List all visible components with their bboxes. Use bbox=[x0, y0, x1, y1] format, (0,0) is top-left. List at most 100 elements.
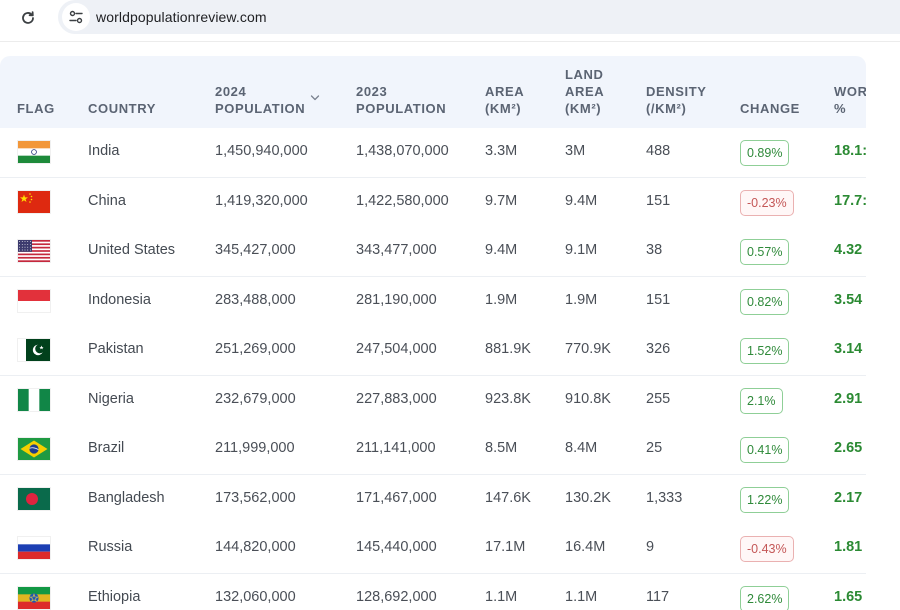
area-cell: 8.5M bbox=[485, 440, 518, 456]
country-cell[interactable]: Russia bbox=[88, 539, 133, 555]
table-header: FLAG COUNTRY 2024 POPULATION 2023 POPULATI… bbox=[0, 56, 866, 128]
population-2023-cell: 247,504,000 bbox=[356, 341, 437, 357]
country-cell[interactable]: Pakistan bbox=[88, 341, 144, 357]
area-cell: 1.9M bbox=[485, 291, 518, 308]
population-2023-cell: 227,883,000 bbox=[356, 390, 437, 407]
usa-flag-icon bbox=[18, 240, 50, 262]
change-badge: 0.82% bbox=[740, 288, 790, 315]
population-2023-cell: 128,692,000 bbox=[356, 588, 437, 605]
table-row[interactable]: China 1,419,320,000 1,422,580,000 9.7M 9.4M 1… bbox=[0, 177, 866, 228]
land-area-cell: 8.4M bbox=[565, 440, 598, 456]
change-badge: 0.41% bbox=[740, 437, 790, 463]
world-percent-cell: 3.14 bbox=[834, 341, 863, 357]
population-2023-cell: 145,440,000 bbox=[356, 539, 437, 555]
population-2024-cell: 1,450,940,000 bbox=[215, 143, 308, 159]
world-percent-cell: 18.1: bbox=[834, 143, 866, 159]
land-area-cell: 910.8K bbox=[565, 390, 611, 407]
table-row[interactable]: Brazil 211,999,000 211,141,000 8.5M 8.4M 25 0.… bbox=[0, 425, 866, 475]
table-row[interactable]: Ethiopia 132,060,000 128,692,000 1.1M 1.1M 11… bbox=[0, 573, 866, 610]
sort-descending-icon[interactable] bbox=[310, 94, 320, 102]
address-bar[interactable]: worldpopulationreview.com bbox=[58, 0, 900, 34]
header-flag[interactable]: FLAG bbox=[17, 101, 55, 116]
density-cell: 151 bbox=[646, 192, 671, 209]
tune-icon bbox=[69, 10, 83, 24]
area-cell: 147.6K bbox=[485, 489, 531, 506]
header-world-percent[interactable]: WOR% bbox=[834, 84, 866, 116]
header-country[interactable]: COUNTRY bbox=[88, 101, 156, 116]
country-cell[interactable]: Brazil bbox=[88, 440, 125, 456]
population-2024-cell: 232,679,000 bbox=[215, 390, 296, 407]
density-cell: 117 bbox=[646, 588, 670, 605]
header-2023-population[interactable]: 2023 POPULATION bbox=[356, 84, 447, 116]
land-area-cell: 1.1M bbox=[565, 588, 598, 605]
population-table: FLAG COUNTRY 2024 POPULATION 2023 POPULATI… bbox=[0, 56, 866, 610]
world-percent-cell: 2.65 bbox=[834, 440, 863, 456]
browser-toolbar: worldpopulationreview.com bbox=[0, 0, 900, 36]
india-flag-icon bbox=[18, 141, 50, 163]
population-2023-cell: 343,477,000 bbox=[356, 242, 437, 258]
change-badge: -0.23% bbox=[740, 189, 794, 216]
pakistan-flag-icon bbox=[18, 339, 50, 361]
country-cell[interactable]: India bbox=[88, 143, 120, 159]
table-row[interactable]: Bangladesh 173,562,000 171,467,000 147.6K 13… bbox=[0, 474, 866, 525]
population-2023-cell: 1,422,580,000 bbox=[356, 192, 449, 209]
nigeria-flag-icon bbox=[18, 388, 50, 411]
country-cell[interactable]: United States bbox=[88, 242, 176, 258]
density-cell: 9 bbox=[646, 539, 655, 555]
table-row[interactable]: United States 345,427,000 343,477,000 9.4M 9… bbox=[0, 227, 866, 277]
population-2024-cell: 1,419,320,000 bbox=[215, 192, 308, 209]
table-row[interactable]: Russia 144,820,000 145,440,000 17.1M 16.4M 9 -… bbox=[0, 524, 866, 574]
land-area-cell: 9.4M bbox=[565, 192, 598, 209]
area-cell: 923.8K bbox=[485, 390, 531, 407]
country-cell[interactable]: Bangladesh bbox=[88, 489, 165, 506]
world-percent-cell: 4.32 bbox=[834, 242, 863, 258]
table-row[interactable]: India 1,450,940,000 1,438,070,000 3.3M 3M 488… bbox=[0, 128, 866, 178]
country-cell[interactable]: Indonesia bbox=[88, 291, 151, 308]
area-cell: 9.7M bbox=[485, 192, 518, 209]
country-cell[interactable]: China bbox=[88, 192, 126, 209]
world-percent-cell: 3.54 bbox=[834, 291, 863, 308]
population-2024-cell: 283,488,000 bbox=[215, 291, 296, 308]
land-area-cell: 1.9M bbox=[565, 291, 598, 308]
header-land-area[interactable]: LAND AREA (KM²) bbox=[565, 67, 605, 116]
density-cell: 25 bbox=[646, 440, 663, 456]
population-2023-cell: 211,141,000 bbox=[356, 440, 436, 456]
header-area[interactable]: AREA (KM²) bbox=[485, 84, 525, 116]
land-area-cell: 770.9K bbox=[565, 341, 611, 357]
table-row[interactable]: Indonesia 283,488,000 281,190,000 1.9M 1.9M 1… bbox=[0, 276, 866, 327]
density-cell: 326 bbox=[646, 341, 671, 357]
reload-button[interactable] bbox=[14, 4, 42, 32]
country-cell[interactable]: Ethiopia bbox=[88, 588, 141, 605]
density-cell: 1,333 bbox=[646, 489, 683, 506]
density-cell: 255 bbox=[646, 390, 671, 407]
site-info-button[interactable] bbox=[62, 3, 90, 31]
population-2024-cell: 144,820,000 bbox=[215, 539, 296, 555]
header-2024-population[interactable]: 2024 POPULATION bbox=[215, 84, 306, 116]
header-density[interactable]: DENSITY (/KM²) bbox=[646, 84, 707, 116]
change-badge: -0.43% bbox=[740, 536, 794, 562]
density-cell: 488 bbox=[646, 143, 671, 159]
land-area-cell: 3M bbox=[565, 143, 586, 159]
header-change[interactable]: CHANGE bbox=[740, 101, 800, 116]
reload-icon bbox=[22, 11, 34, 24]
world-percent-cell: 17.7: bbox=[834, 192, 866, 209]
area-cell: 3.3M bbox=[485, 143, 518, 159]
land-area-cell: 9.1M bbox=[565, 242, 598, 258]
population-2024-cell: 345,427,000 bbox=[215, 242, 296, 258]
table-row[interactable]: Pakistan 251,269,000 247,504,000 881.9K 770.… bbox=[0, 326, 866, 376]
country-cell[interactable]: Nigeria bbox=[88, 390, 134, 407]
area-cell: 1.1M bbox=[485, 588, 518, 605]
change-badge: 0.89% bbox=[740, 140, 790, 166]
table-row[interactable]: Nigeria 232,679,000 227,883,000 923.8K 910.8… bbox=[0, 375, 866, 426]
url-text[interactable]: worldpopulationreview.com bbox=[96, 9, 267, 25]
density-cell: 151 bbox=[646, 291, 671, 308]
land-area-cell: 130.2K bbox=[565, 489, 611, 506]
ethiopia-flag-icon bbox=[18, 586, 50, 609]
change-badge: 1.22% bbox=[740, 486, 790, 513]
population-2023-cell: 281,190,000 bbox=[356, 291, 437, 308]
brazil-flag-icon bbox=[18, 438, 50, 460]
population-2024-cell: 211,999,000 bbox=[215, 440, 295, 456]
change-badge: 1.52% bbox=[740, 338, 790, 364]
area-cell: 881.9K bbox=[485, 341, 531, 357]
world-percent-cell: 2.17 bbox=[834, 489, 863, 506]
